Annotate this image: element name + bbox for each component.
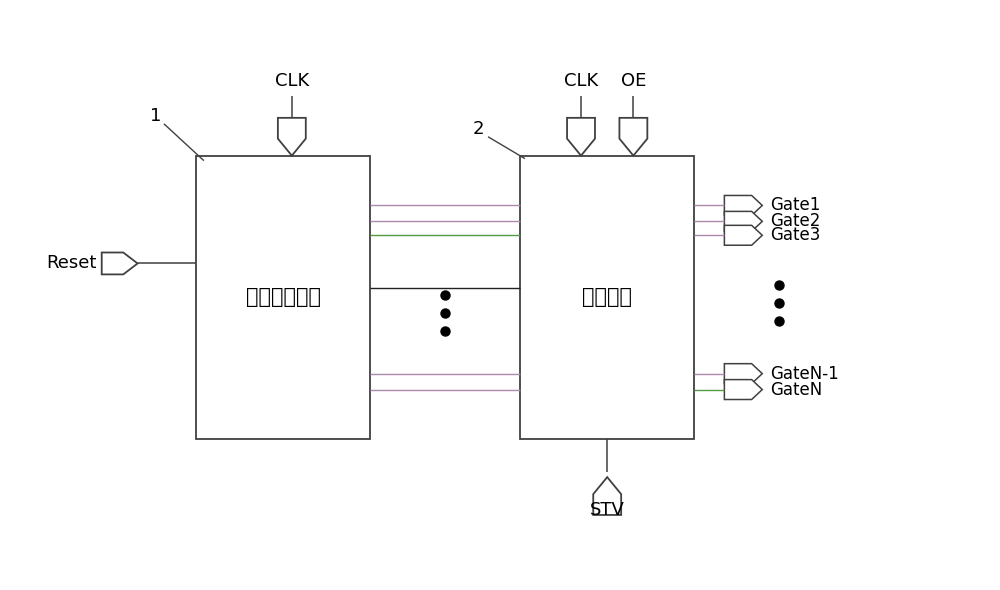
Polygon shape xyxy=(724,379,762,399)
Polygon shape xyxy=(724,195,762,215)
Polygon shape xyxy=(102,253,138,274)
Text: CLK: CLK xyxy=(564,72,598,90)
Polygon shape xyxy=(724,225,762,245)
Text: Gate1: Gate1 xyxy=(770,196,821,214)
Bar xyxy=(520,156,694,440)
Text: STV: STV xyxy=(590,501,625,519)
Polygon shape xyxy=(724,363,762,384)
Text: Gate3: Gate3 xyxy=(770,227,821,244)
Text: GateN-1: GateN-1 xyxy=(770,365,839,383)
Text: 复位控制模块: 复位控制模块 xyxy=(246,287,321,307)
Polygon shape xyxy=(724,211,762,231)
Text: 2: 2 xyxy=(472,120,484,138)
Text: Gate2: Gate2 xyxy=(770,212,821,230)
Text: 1: 1 xyxy=(150,107,162,125)
Text: 驱动模块: 驱动模块 xyxy=(582,287,632,307)
Text: Reset: Reset xyxy=(46,254,97,273)
Text: CLK: CLK xyxy=(275,72,309,90)
Polygon shape xyxy=(567,118,595,156)
Polygon shape xyxy=(593,477,621,515)
Bar xyxy=(196,156,370,440)
Text: GateN: GateN xyxy=(770,381,822,399)
Polygon shape xyxy=(278,118,306,156)
Text: OE: OE xyxy=(621,72,646,90)
Polygon shape xyxy=(619,118,647,156)
